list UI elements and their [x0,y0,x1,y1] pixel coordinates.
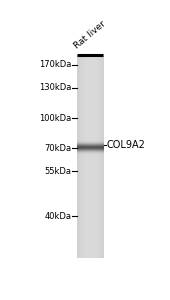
Text: 70kDa: 70kDa [44,143,71,152]
Text: 100kDa: 100kDa [39,113,71,122]
Text: Rat liver: Rat liver [72,20,107,51]
Text: 170kDa: 170kDa [39,60,71,69]
Text: 55kDa: 55kDa [44,167,71,176]
Text: 130kDa: 130kDa [39,83,71,92]
Text: 40kDa: 40kDa [44,212,71,221]
Text: COL9A2: COL9A2 [107,140,146,150]
